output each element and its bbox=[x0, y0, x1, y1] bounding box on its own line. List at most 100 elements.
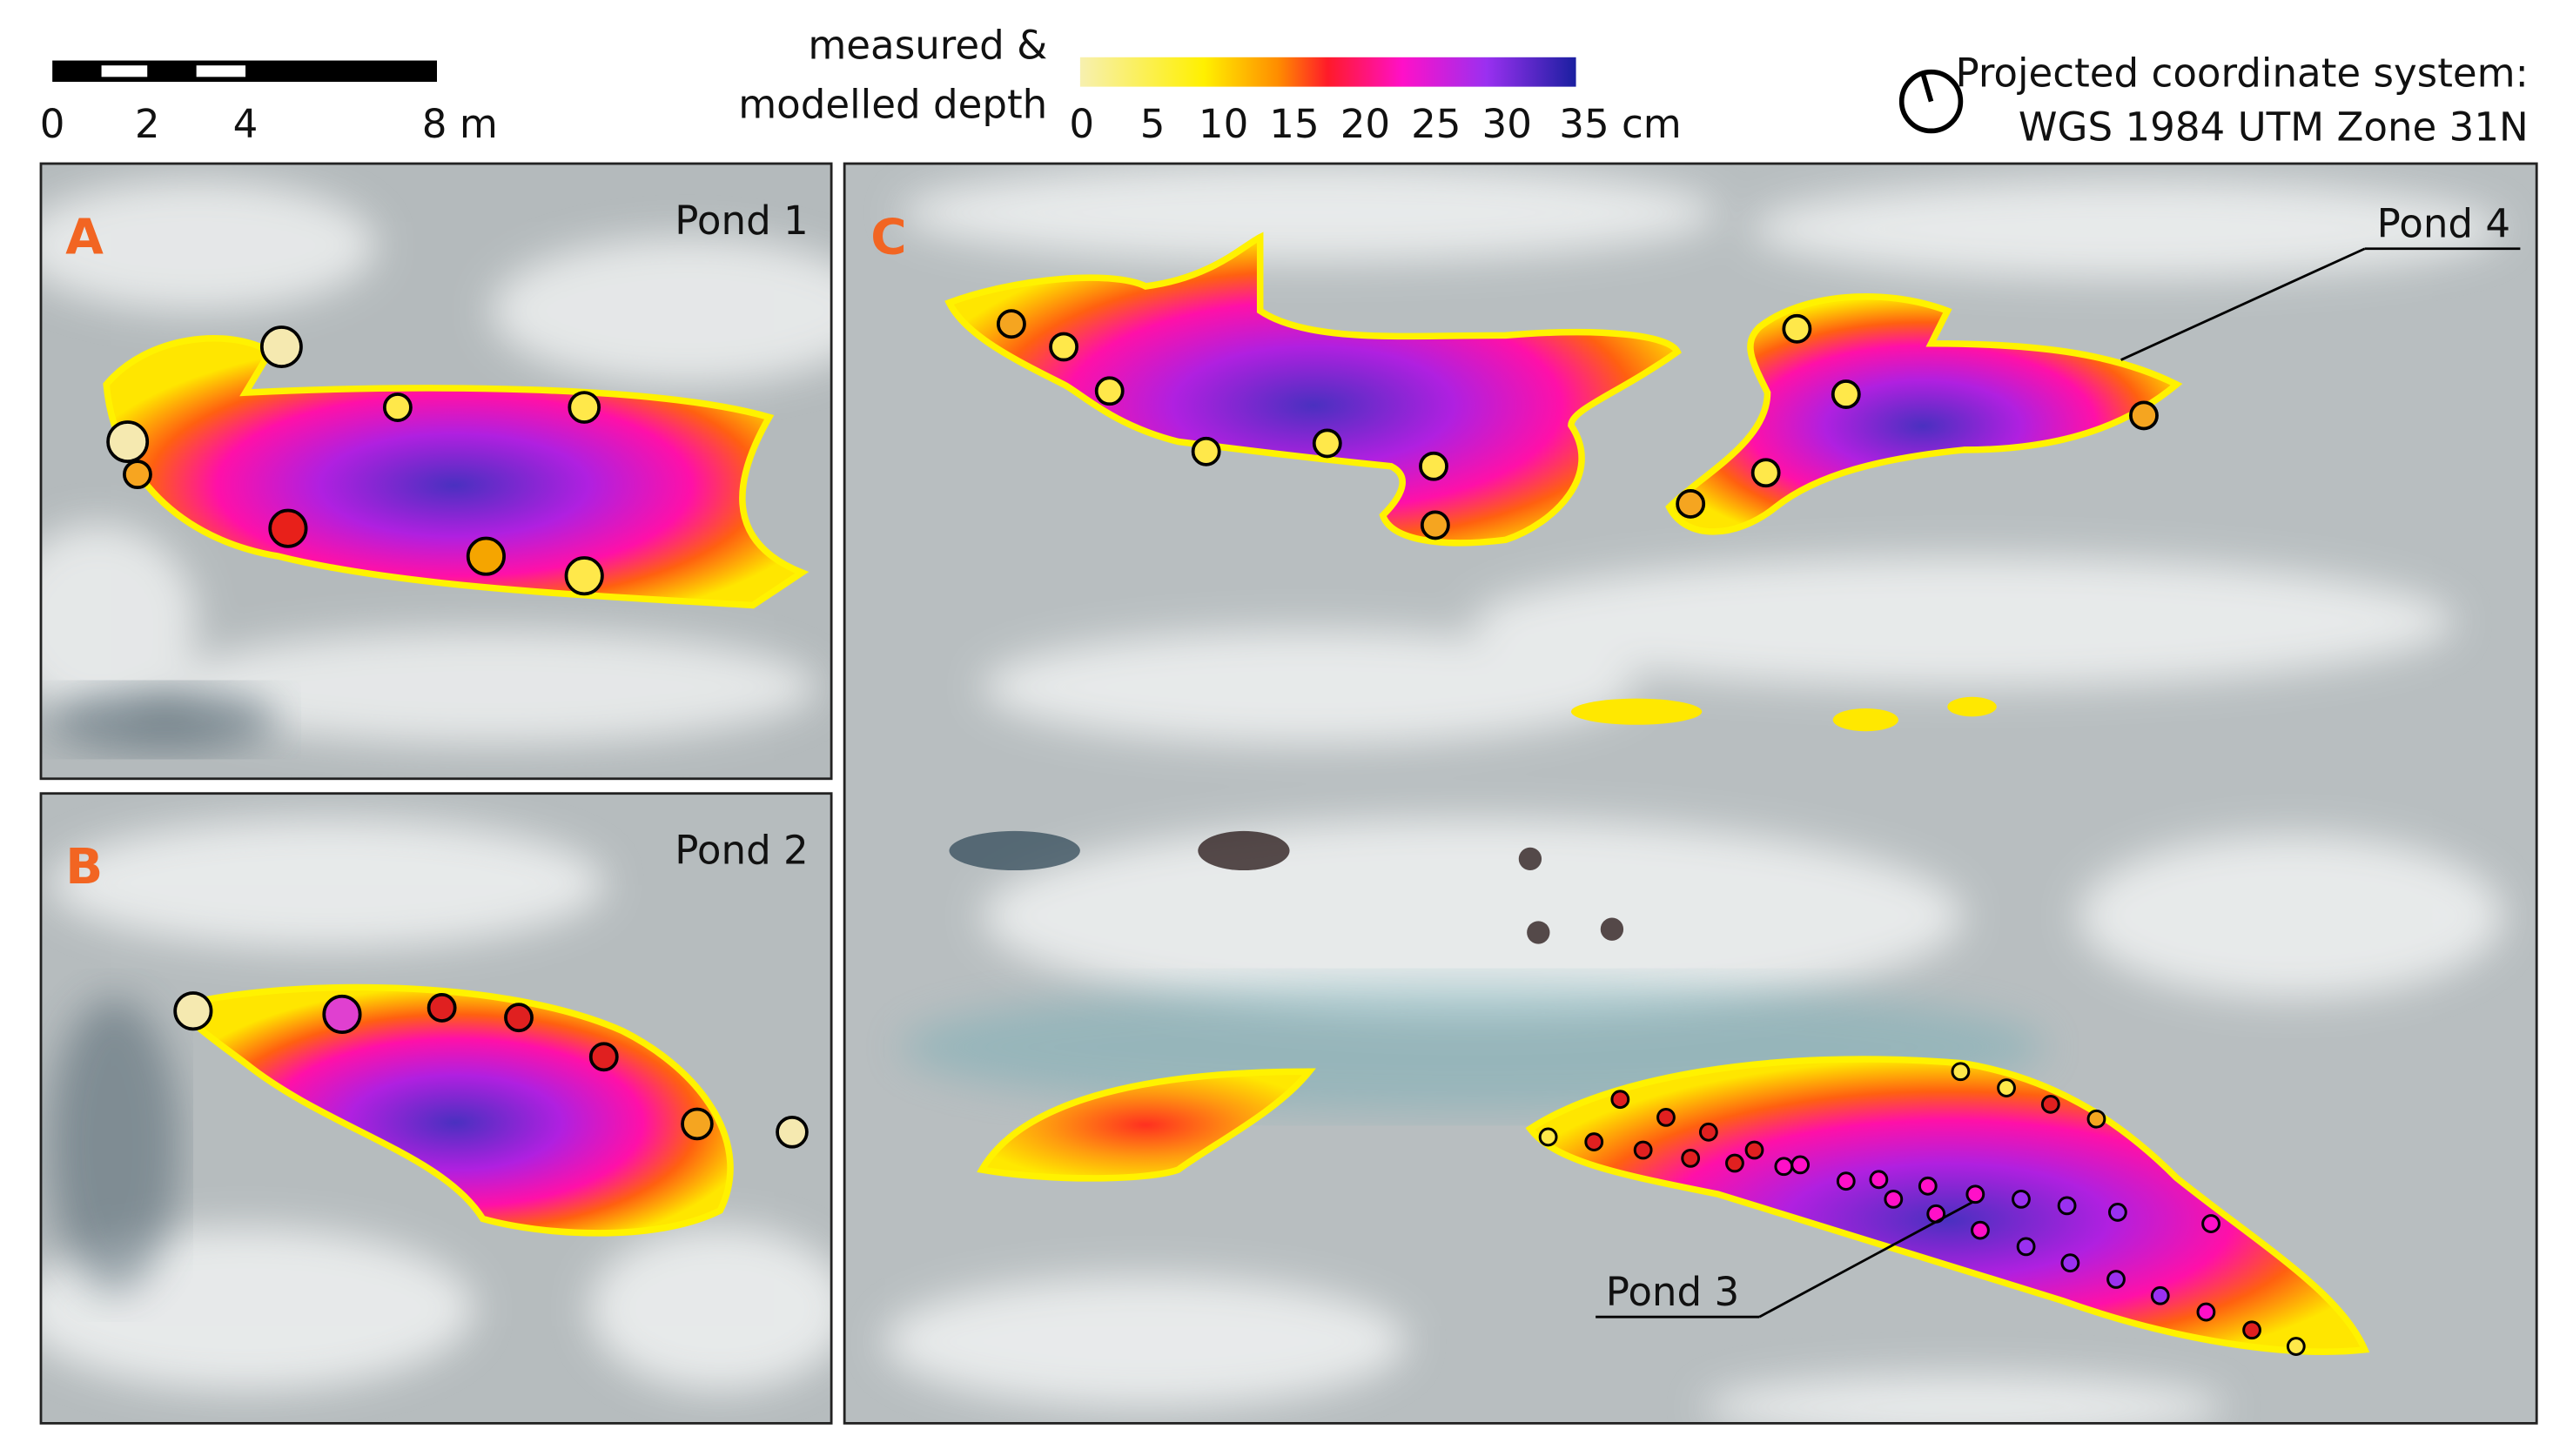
scale-label: 4 bbox=[233, 101, 259, 147]
measurement-point bbox=[1538, 1127, 1558, 1147]
map-shape bbox=[49, 817, 606, 949]
colorbar-label: 5 bbox=[1140, 101, 1166, 147]
measurement-point bbox=[1997, 1078, 2016, 1097]
measurement-point bbox=[427, 993, 457, 1023]
measurement-points bbox=[173, 991, 809, 1149]
map-shape bbox=[41, 523, 197, 721]
map-shape bbox=[588, 1226, 832, 1391]
measurement-point bbox=[1681, 1148, 1701, 1168]
measurement-point bbox=[564, 556, 604, 596]
measurement-point bbox=[1750, 458, 1781, 488]
map-shape bbox=[49, 687, 279, 753]
map-shape bbox=[41, 179, 832, 745]
map-shape bbox=[1473, 556, 2456, 688]
projection-name: WGS 1984 UTM Zone 31N bbox=[2019, 104, 2529, 151]
map-shape bbox=[944, 231, 1682, 547]
map-shape bbox=[1665, 293, 2183, 535]
measurement-point bbox=[1744, 1140, 1764, 1160]
map-shape bbox=[843, 162, 2538, 1425]
colorbar-label: 35 cm bbox=[1559, 101, 1681, 147]
map-shape bbox=[1198, 830, 1290, 871]
measurement-point bbox=[1676, 489, 1706, 519]
colorbar-label: 25 bbox=[1411, 101, 1461, 147]
panel-label: A bbox=[65, 209, 104, 265]
measurement-point bbox=[1094, 376, 1125, 406]
measurement-point bbox=[2150, 1285, 2170, 1305]
map-shape bbox=[49, 997, 180, 1293]
measurement-point bbox=[1656, 1107, 1676, 1127]
measurement-points bbox=[996, 309, 2306, 1356]
legend-title: modelled depth bbox=[738, 81, 1047, 127]
measurement-point bbox=[1698, 1122, 1718, 1142]
map-shape bbox=[1600, 917, 1624, 941]
measurement-point bbox=[504, 1003, 534, 1033]
measurement-point bbox=[2201, 1214, 2220, 1233]
measurement-point bbox=[2129, 400, 2159, 431]
measurement-point bbox=[466, 536, 506, 576]
legend-title: measured & bbox=[808, 23, 1047, 69]
measurement-point bbox=[1884, 1189, 1904, 1209]
measurement-points bbox=[106, 325, 604, 596]
map-shape bbox=[1570, 698, 1703, 725]
pond-label: Pond 1 bbox=[675, 198, 808, 244]
measurement-point bbox=[776, 1116, 809, 1149]
measurement-point bbox=[1420, 510, 1450, 540]
colorbar-label: 20 bbox=[1340, 101, 1390, 147]
measurement-point bbox=[2286, 1337, 2306, 1356]
colorbar-label: 0 bbox=[1069, 101, 1094, 147]
map-shape bbox=[2078, 834, 2504, 998]
measurement-point bbox=[1971, 1220, 1990, 1240]
map-shape bbox=[883, 1276, 1408, 1407]
measurement-point bbox=[2040, 1094, 2060, 1114]
map-shape bbox=[1832, 708, 1898, 732]
measurement-point bbox=[1610, 1090, 1630, 1110]
measurement-point bbox=[1918, 1176, 1938, 1196]
map-shape bbox=[949, 830, 1624, 944]
measurement-point bbox=[2106, 1270, 2126, 1289]
panel-label: C bbox=[870, 209, 906, 265]
map-shape bbox=[1758, 1201, 1973, 1318]
measurement-point bbox=[1965, 1184, 1985, 1204]
measurement-point bbox=[322, 994, 362, 1035]
panel-label: B bbox=[65, 839, 103, 896]
measurement-point bbox=[1049, 332, 1079, 362]
measurement-point bbox=[173, 991, 213, 1031]
map-shape bbox=[491, 237, 832, 385]
measurement-point bbox=[2086, 1109, 2106, 1129]
pond-label: Pond 2 bbox=[675, 828, 808, 874]
measurement-point bbox=[1831, 379, 1861, 409]
map-shape bbox=[982, 629, 1637, 745]
map-shape bbox=[101, 65, 148, 77]
pond-label: Pond 3 bbox=[1606, 1269, 1739, 1315]
scale-label: 0 bbox=[40, 101, 65, 147]
map-shape bbox=[1702, 1374, 2226, 1424]
measurement-point bbox=[2057, 1196, 2077, 1216]
map-shape bbox=[2120, 247, 2366, 361]
measurement-point bbox=[106, 420, 150, 463]
measurement-point bbox=[2060, 1253, 2080, 1273]
measurement-point bbox=[123, 460, 152, 490]
map-shape bbox=[949, 830, 1080, 871]
colorbar-label: 15 bbox=[1269, 101, 1319, 147]
measurement-point bbox=[259, 325, 303, 368]
map-shape bbox=[39, 792, 833, 1425]
measurement-point bbox=[1774, 1157, 1794, 1177]
north-icon bbox=[1920, 72, 1934, 103]
measurement-point bbox=[996, 309, 1026, 339]
map-shape bbox=[1518, 847, 1542, 871]
panel-a bbox=[41, 163, 832, 779]
measurement-point bbox=[1782, 313, 1812, 344]
map-shape bbox=[1525, 1056, 2370, 1355]
map-shape bbox=[900, 163, 1719, 262]
map-shape bbox=[164, 629, 819, 745]
measurement-point bbox=[1419, 451, 1448, 481]
scale-label: 2 bbox=[135, 101, 160, 147]
map-shape bbox=[1750, 179, 2504, 278]
panel-c bbox=[844, 163, 2537, 1424]
measurement-point bbox=[2242, 1320, 2261, 1340]
measurement-point bbox=[2016, 1237, 2036, 1257]
map-shape bbox=[41, 817, 832, 1391]
map-shape bbox=[39, 162, 833, 781]
measurement-point bbox=[1836, 1171, 1856, 1191]
